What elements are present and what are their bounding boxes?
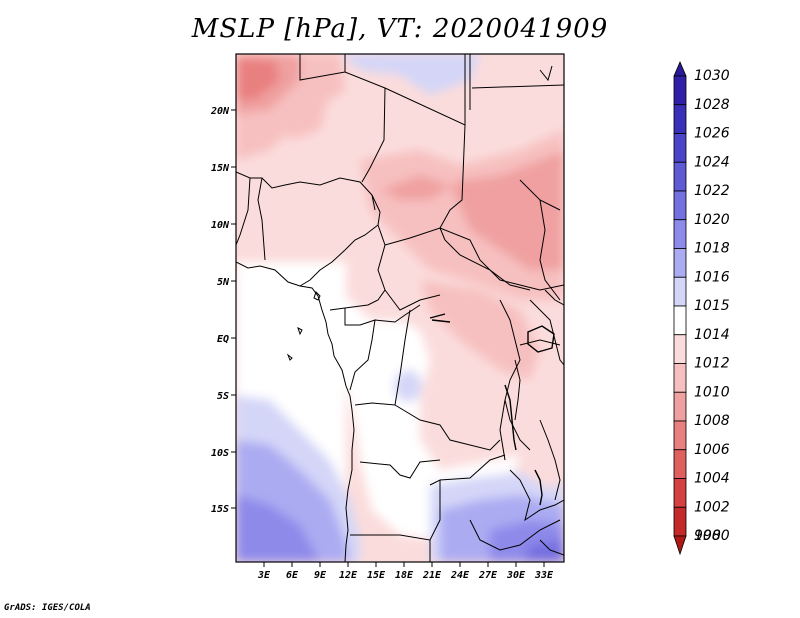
lon-label: 24E (450, 570, 470, 581)
colorbar-swatch (673, 104, 687, 134)
colorbar-swatch (673, 449, 687, 479)
colorbar-label: 1020 (694, 212, 730, 228)
colorbar-swatch (673, 305, 687, 336)
colorbar-swatch (673, 190, 687, 221)
colorbar-label: 1016 (694, 269, 730, 285)
colorbar-swatch (673, 506, 687, 537)
lat-label: 10S (211, 448, 229, 459)
colorbar-label: 1022 (694, 183, 730, 199)
colorbar-label: 1008 (694, 413, 730, 429)
lat-label: 5N (217, 277, 230, 288)
colorbar-label: 1010 (694, 384, 730, 400)
lon-label: 6E (286, 570, 299, 581)
colorbar-label: 1026 (694, 126, 730, 142)
colorbar-label: 1002 (694, 499, 730, 515)
map-frame (235, 53, 565, 563)
grads-credit: GrADS: IGES/COLA (4, 603, 91, 613)
colorbar-label: 1015 (694, 298, 730, 314)
lon-label: 30E (506, 570, 526, 581)
colorbar-swatch (673, 60, 687, 77)
lat-label: EQ (217, 334, 229, 345)
lon-label: 15E (367, 570, 386, 581)
colorbar-swatch (673, 75, 687, 106)
map-title: MSLP [hPa], VT: 2020041909 (191, 14, 609, 44)
colorbar-swatch (673, 276, 687, 307)
pressure-field (236, 54, 564, 562)
colorbar-label: 1014 (694, 327, 730, 343)
colorbar-swatch (673, 248, 687, 278)
colorbar-swatch (673, 334, 687, 364)
colorbar-label: 1030 (694, 68, 730, 84)
map-ticks (231, 109, 545, 567)
colorbar: 1030 1028 1026 1024 1022 1020 1018 1016 1015 1014… (673, 60, 730, 556)
colorbar-label: 998 (694, 528, 721, 544)
latitude-labels: 20N 15N 10N 5N EQ 5S 10S 15S (210, 106, 230, 515)
lat-label: 10N (211, 220, 230, 231)
longitude-labels: 3E 6E 9E 12E 15E 18E 21E 24E 27E 30E 33E (257, 570, 554, 581)
colorbar-swatch (673, 219, 687, 249)
lon-label: 27E (478, 570, 498, 581)
lat-label: 5S (217, 391, 229, 402)
lon-label: 9E (314, 570, 327, 581)
colorbar-label: 1006 (694, 442, 730, 458)
colorbar-swatch (673, 133, 687, 163)
country-borders (236, 54, 564, 562)
lon-label: 21E (422, 570, 442, 581)
colorbar-label: 1000 (694, 528, 730, 544)
colorbar-label: 1004 (694, 471, 730, 487)
colorbar-swatch (673, 391, 687, 422)
colorbar-swatch (673, 161, 687, 192)
lat-label: 15N (211, 163, 230, 174)
colorbar-swatch (673, 478, 687, 508)
colorbar-swatch (673, 535, 687, 556)
colorbar-swatch (673, 420, 687, 451)
lat-label: 15S (211, 504, 229, 515)
lakes (429, 313, 555, 506)
colorbar-label: 1012 (694, 356, 730, 372)
lon-label: 12E (339, 570, 358, 581)
colorbar-label: 1028 (694, 97, 730, 113)
lon-label: 3E (257, 570, 271, 581)
colorbar-swatch (673, 363, 687, 393)
lat-label: 20N (210, 106, 230, 117)
colorbar-label: 1024 (694, 154, 730, 170)
lon-label: 33E (534, 570, 554, 581)
lon-label: 18E (395, 570, 414, 581)
colorbar-label: 1018 (694, 241, 730, 257)
